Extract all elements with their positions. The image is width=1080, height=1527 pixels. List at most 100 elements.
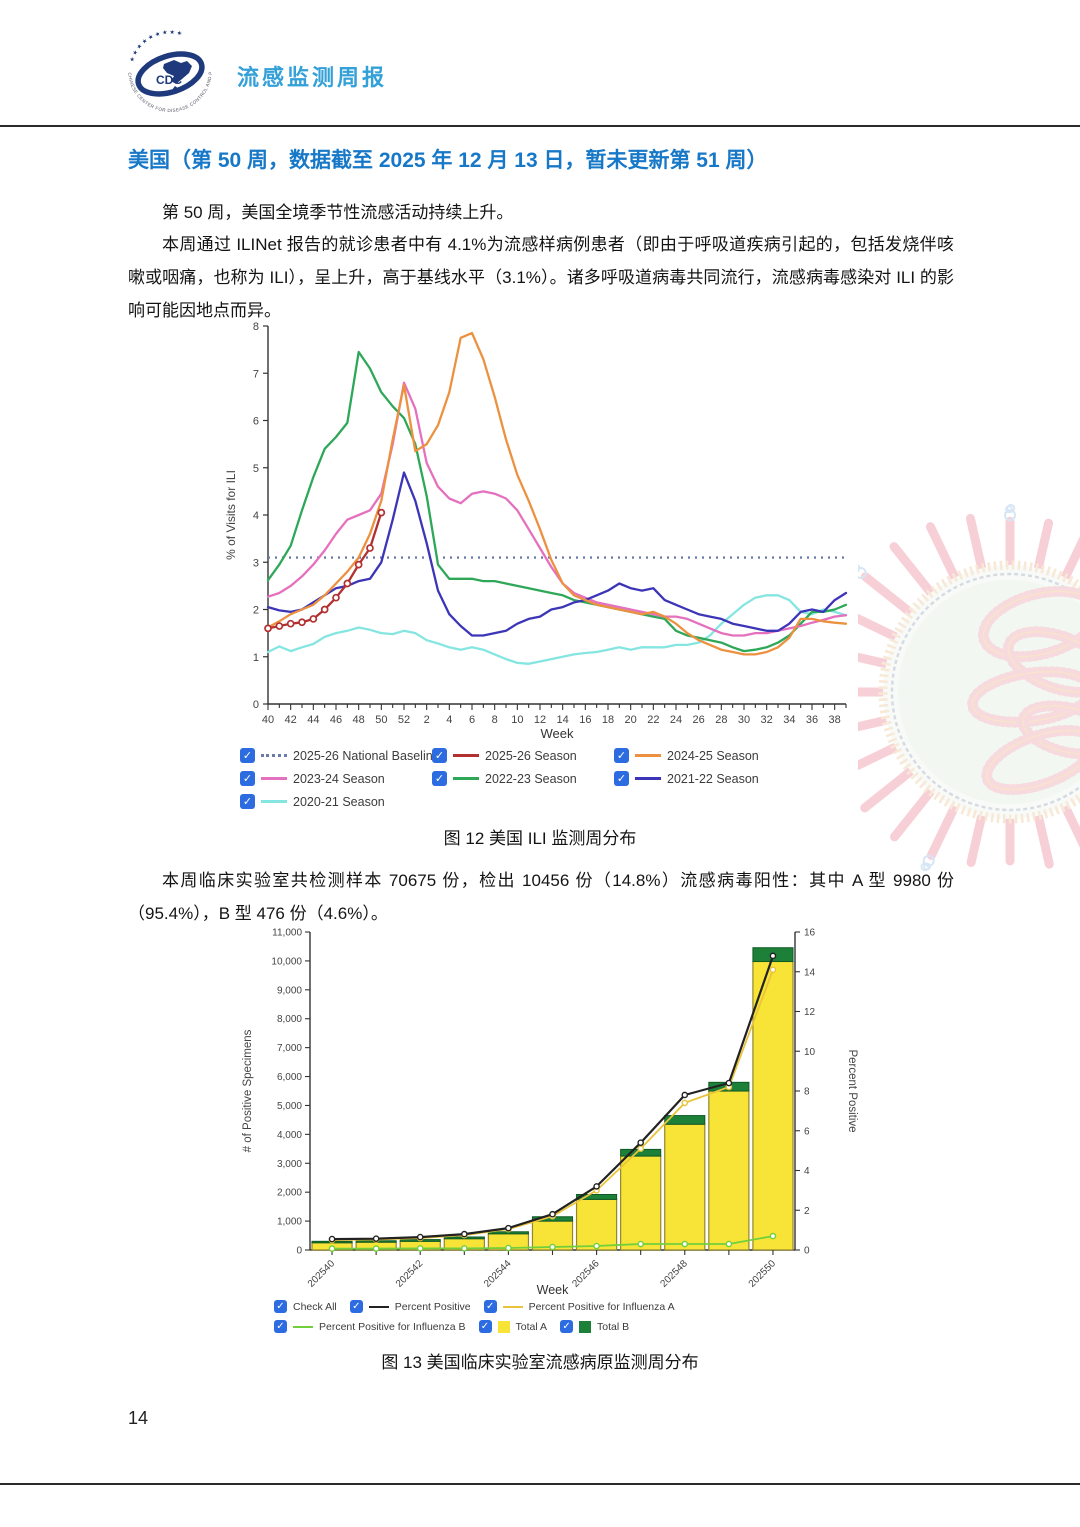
svg-text:4: 4 xyxy=(446,714,452,726)
svg-text:16: 16 xyxy=(579,714,591,726)
square-swatch-icon xyxy=(497,1320,510,1333)
ili-legend-item-2: ✓ 2024-25 Season xyxy=(614,748,880,763)
line-swatch-icon xyxy=(453,777,479,780)
checkbox-icon[interactable]: ✓ xyxy=(240,794,255,809)
figure-13-caption: 图 13 美国临床实验室流感病原监测周分布 xyxy=(381,1353,699,1372)
checkbox-icon[interactable]: ✓ xyxy=(478,1320,492,1333)
lab-legend-item-2: ✓ Percent Positive for Influenza A xyxy=(483,1300,675,1313)
svg-text:3,000: 3,000 xyxy=(277,1159,302,1170)
svg-text:0: 0 xyxy=(804,1246,810,1257)
svg-text:24: 24 xyxy=(670,714,682,726)
svg-text:18: 18 xyxy=(602,714,614,726)
svg-text:4,000: 4,000 xyxy=(277,1130,302,1141)
svg-text:34: 34 xyxy=(783,714,795,726)
checkbox-icon[interactable]: ✓ xyxy=(274,1300,287,1313)
svg-text:2,000: 2,000 xyxy=(277,1188,302,1199)
svg-text:22: 22 xyxy=(647,714,659,726)
lab-legend-label: Total A xyxy=(515,1320,548,1333)
page-number: 14 xyxy=(128,1408,149,1428)
checkbox-icon[interactable]: ✓ xyxy=(560,1320,574,1333)
checkbox-icon[interactable]: ✓ xyxy=(614,771,629,786)
svg-text:2: 2 xyxy=(253,605,259,617)
line-swatch-icon xyxy=(293,1325,313,1328)
svg-text:3: 3 xyxy=(253,557,259,569)
svg-text:Week: Week xyxy=(537,1283,569,1297)
svg-text:1,000: 1,000 xyxy=(277,1217,302,1228)
svg-text:30: 30 xyxy=(738,714,750,726)
svg-text:202550: 202550 xyxy=(747,1258,779,1290)
paragraph-ili-detail: 本周通过 ILINet 报告的就诊患者中有 4.1%为流感样病例患者（即由于呼吸… xyxy=(128,235,954,320)
ili-legend-item-5: ✓ 2021-22 Season xyxy=(614,771,880,786)
svg-text:202548: 202548 xyxy=(659,1258,691,1290)
svg-text:10,000: 10,000 xyxy=(271,956,302,967)
line-swatch-icon xyxy=(502,1305,523,1308)
svg-text:28: 28 xyxy=(715,714,727,726)
svg-text:44: 44 xyxy=(307,714,319,726)
svg-text:10: 10 xyxy=(804,1047,816,1058)
lab-chart-legend: ✓ Check All ✓ Percent Positive ✓ Percent Posi… xyxy=(274,1300,874,1333)
checkbox-icon[interactable]: ✓ xyxy=(349,1300,363,1313)
china-map-icon xyxy=(163,60,192,93)
svg-text:6: 6 xyxy=(253,416,259,428)
svg-text:8,000: 8,000 xyxy=(277,1014,302,1025)
ili-weekly-chart: 0 1 2 3 4 5 6 7 8 40 42 44 46 48 50 52 2 4 6 8 10 12 14 16 18 20 2… xyxy=(222,316,854,749)
svg-text:0: 0 xyxy=(296,1246,302,1257)
svg-text:202542: 202542 xyxy=(394,1258,426,1290)
logo-cdc-text: CDC xyxy=(156,73,182,87)
svg-text:2: 2 xyxy=(804,1206,810,1217)
checkbox-icon[interactable]: ✓ xyxy=(432,771,447,786)
checkbox-icon[interactable]: ✓ xyxy=(240,748,255,763)
svg-text:46: 46 xyxy=(330,714,342,726)
svg-text:42: 42 xyxy=(285,714,297,726)
lab-legend-label: Percent Positive for Influenza A xyxy=(528,1300,675,1313)
checkbox-icon[interactable]: ✓ xyxy=(483,1300,497,1313)
svg-text:12: 12 xyxy=(534,714,546,726)
svg-text:202544: 202544 xyxy=(482,1258,514,1290)
svg-text:26: 26 xyxy=(693,714,705,726)
svg-text:6,000: 6,000 xyxy=(277,1072,302,1083)
cdc-logo: ★ ★ ★ ★ ★ ★ ★ ★ ★ CHINESE CENTER FOR DIS… xyxy=(118,28,213,113)
svg-text:50: 50 xyxy=(375,714,387,726)
figure-12-caption: 图 12 美国 ILI 监测周分布 xyxy=(443,829,637,848)
svg-text:202540: 202540 xyxy=(306,1258,338,1290)
svg-text:8: 8 xyxy=(492,714,498,726)
svg-text:2: 2 xyxy=(424,714,430,726)
ili-legend-item-6: ✓ 2020-21 Season xyxy=(240,794,432,809)
lab-legend-item-3: ✓ Percent Positive for Influenza B xyxy=(274,1320,466,1333)
line-swatch-icon xyxy=(453,754,479,757)
paragraph-ili-summary: 第 50 周，美国全境季节性流感活动持续上升。 xyxy=(162,203,514,222)
lab-legend-item-1: ✓ Percent Positive xyxy=(349,1300,471,1313)
line-swatch-icon xyxy=(261,777,287,780)
paragraph-lab-summary: 本周临床实验室共检测样本 70675 份，检出 10456 份（14.8%）流感… xyxy=(128,871,954,923)
svg-text:4: 4 xyxy=(804,1166,810,1177)
checkbox-icon[interactable]: ✓ xyxy=(240,771,255,786)
svg-text:14: 14 xyxy=(557,714,569,726)
svg-text:20: 20 xyxy=(625,714,637,726)
svg-text:9,000: 9,000 xyxy=(277,985,302,996)
section-title: 美国（第 50 周，数据截至 2025 年 12 月 13 日，暂未更新第 51… xyxy=(128,149,768,172)
ili-legend-label: 2022-23 Season xyxy=(485,771,577,786)
svg-text:7: 7 xyxy=(253,368,259,380)
svg-text:52: 52 xyxy=(398,714,410,726)
svg-text:Week: Week xyxy=(541,726,574,741)
lab-legend-label: Check All xyxy=(293,1300,337,1313)
svg-text:32: 32 xyxy=(761,714,773,726)
svg-text:14: 14 xyxy=(804,967,816,978)
svg-text:12: 12 xyxy=(804,1007,816,1018)
svg-text:10: 10 xyxy=(511,714,523,726)
ili-legend-item-4: ✓ 2022-23 Season xyxy=(432,771,614,786)
lab-legend-label: Percent Positive for Influenza B xyxy=(319,1320,466,1333)
svg-text:48: 48 xyxy=(353,714,365,726)
ili-legend-label: 2023-24 Season xyxy=(293,771,385,786)
checkbox-icon[interactable]: ✓ xyxy=(614,748,629,763)
ili-legend-label: 2024-25 Season xyxy=(667,748,759,763)
checkbox-icon[interactable]: ✓ xyxy=(274,1320,287,1333)
svg-text:Percent Positive: Percent Positive xyxy=(846,1049,858,1132)
line-swatch-icon xyxy=(261,800,287,803)
ili-legend-item-1: ✓ 2025-26 Season xyxy=(432,748,614,763)
svg-text:6: 6 xyxy=(804,1126,810,1137)
header-divider xyxy=(0,125,1080,127)
checkbox-icon[interactable]: ✓ xyxy=(432,748,447,763)
